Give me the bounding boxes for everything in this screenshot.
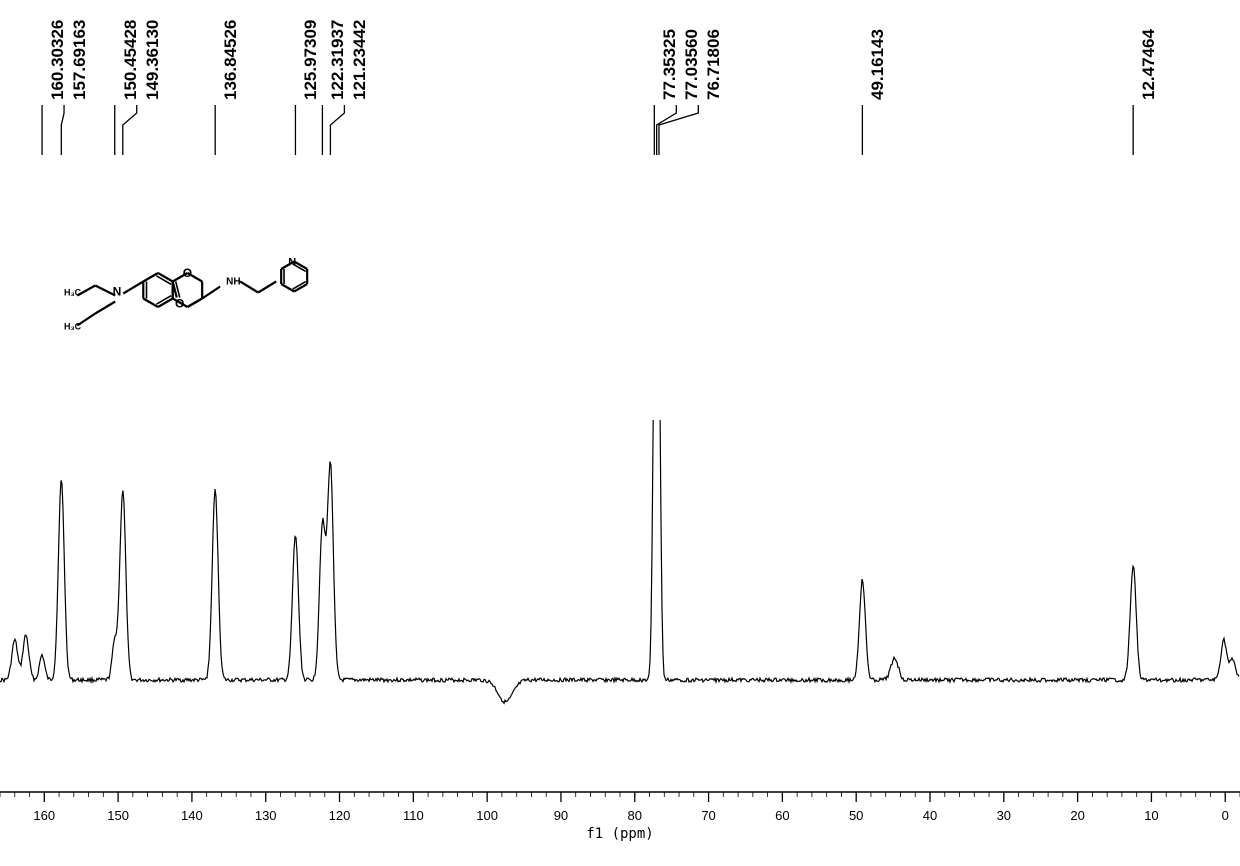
axis-tick-label: 30 [997, 808, 1011, 823]
x-axis: f1 (ppm) 1601501401301201101009080706050… [0, 790, 1240, 860]
axis-tick-label: 40 [923, 808, 937, 823]
axis-tick-label: 100 [476, 808, 498, 823]
peak-label: 157.69163 [70, 20, 90, 100]
peak-label: 122.31937 [328, 20, 348, 100]
svg-text:NH: NH [226, 277, 240, 288]
axis-tick-label: 80 [628, 808, 642, 823]
svg-text:O: O [183, 266, 192, 280]
axis-tick-label: 160 [33, 808, 55, 823]
axis-tick-label: 10 [1144, 808, 1158, 823]
svg-text:H₃C: H₃C [64, 288, 82, 298]
peak-label: 150.45428 [121, 20, 141, 100]
peak-label: 77.03560 [682, 29, 702, 100]
peak-label: 121.23442 [350, 20, 370, 100]
spectrum-plot [0, 420, 1240, 750]
axis-tick-label: 60 [775, 808, 789, 823]
svg-text:H₃C: H₃C [64, 322, 82, 332]
peak-label: 160.30326 [48, 20, 68, 100]
axis-tick-label: 110 [403, 808, 424, 823]
axis-tick-label: 90 [554, 808, 568, 823]
axis-tick-label: 20 [1070, 808, 1084, 823]
peak-label: 125.97309 [301, 20, 321, 100]
peak-label-brackets [0, 105, 1240, 160]
axis-title: f1 (ppm) [586, 826, 653, 842]
peak-label: 12.47464 [1139, 29, 1159, 100]
peak-label: 77.35325 [660, 29, 680, 100]
axis-tick-label: 140 [181, 808, 203, 823]
peak-label: 136.84526 [221, 20, 241, 100]
nmr-figure: 160.30326157.69163 150.45428149.36130 136.… [0, 0, 1240, 866]
axis-tick-label: 70 [701, 808, 715, 823]
axis-tick-label: 120 [329, 808, 351, 823]
peak-label: 49.16143 [868, 29, 888, 100]
svg-text:O: O [175, 297, 184, 311]
axis-tick-label: 50 [849, 808, 863, 823]
svg-text:N: N [113, 285, 122, 299]
axis-tick-label: 150 [107, 808, 129, 823]
axis-tick-label: 130 [255, 808, 277, 823]
svg-text:N: N [288, 257, 296, 269]
axis-tick-label: 0 [1222, 808, 1229, 823]
peak-label: 149.36130 [143, 20, 163, 100]
molecule-structure: O O N H₃C H₃C NH N [60, 220, 340, 400]
peak-label: 76.71806 [704, 29, 724, 100]
axis-line-svg [0, 790, 1240, 810]
